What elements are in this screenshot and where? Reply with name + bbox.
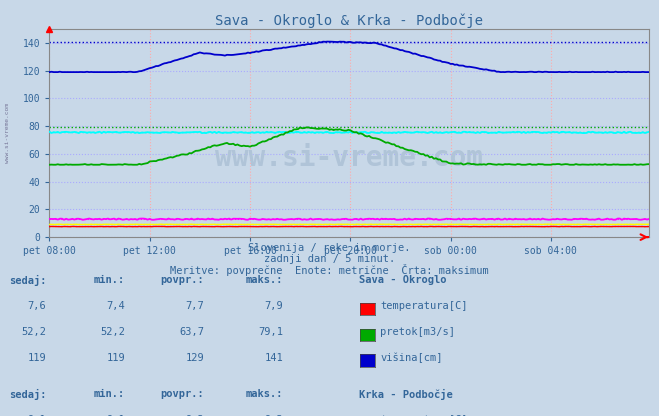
- Text: 7,6: 7,6: [28, 301, 46, 311]
- Text: 79,1: 79,1: [258, 327, 283, 337]
- Text: 119: 119: [28, 353, 46, 363]
- Text: 63,7: 63,7: [179, 327, 204, 337]
- Title: Sava - Okroglo & Krka - Podbočje: Sava - Okroglo & Krka - Podbočje: [215, 13, 483, 28]
- Text: zadnji dan / 5 minut.: zadnji dan / 5 minut.: [264, 254, 395, 264]
- Text: 52,2: 52,2: [100, 327, 125, 337]
- Text: povpr.:: povpr.:: [161, 389, 204, 399]
- Text: 119: 119: [107, 353, 125, 363]
- Text: Slovenija / reke in morje.: Slovenija / reke in morje.: [248, 243, 411, 253]
- Text: sedaj:: sedaj:: [9, 275, 46, 287]
- Text: 7,4: 7,4: [107, 301, 125, 311]
- Text: 7,9: 7,9: [265, 301, 283, 311]
- Text: 52,2: 52,2: [21, 327, 46, 337]
- Text: 9,3: 9,3: [265, 415, 283, 416]
- Text: 9,2: 9,2: [186, 415, 204, 416]
- Text: pretok[m3/s]: pretok[m3/s]: [380, 327, 455, 337]
- Text: višina[cm]: višina[cm]: [380, 353, 443, 363]
- Text: Sava - Okroglo: Sava - Okroglo: [359, 275, 447, 285]
- Text: 9,1: 9,1: [107, 415, 125, 416]
- Text: Krka - Podbočje: Krka - Podbočje: [359, 389, 453, 400]
- Text: min.:: min.:: [94, 389, 125, 399]
- Text: Meritve: povprečne  Enote: metrične  Črta: maksimum: Meritve: povprečne Enote: metrične Črta:…: [170, 264, 489, 276]
- Text: maks.:: maks.:: [246, 275, 283, 285]
- Text: sedaj:: sedaj:: [9, 389, 46, 400]
- Text: maks.:: maks.:: [246, 389, 283, 399]
- Text: temperatura[C]: temperatura[C]: [380, 301, 468, 311]
- Text: www.si-vreme.com: www.si-vreme.com: [5, 103, 11, 163]
- Text: 141: 141: [265, 353, 283, 363]
- Text: min.:: min.:: [94, 275, 125, 285]
- Text: 7,7: 7,7: [186, 301, 204, 311]
- Text: temperatura[C]: temperatura[C]: [380, 415, 468, 416]
- Text: 9,1: 9,1: [28, 415, 46, 416]
- Text: www.si-vreme.com: www.si-vreme.com: [215, 144, 483, 172]
- Text: 129: 129: [186, 353, 204, 363]
- Text: povpr.:: povpr.:: [161, 275, 204, 285]
